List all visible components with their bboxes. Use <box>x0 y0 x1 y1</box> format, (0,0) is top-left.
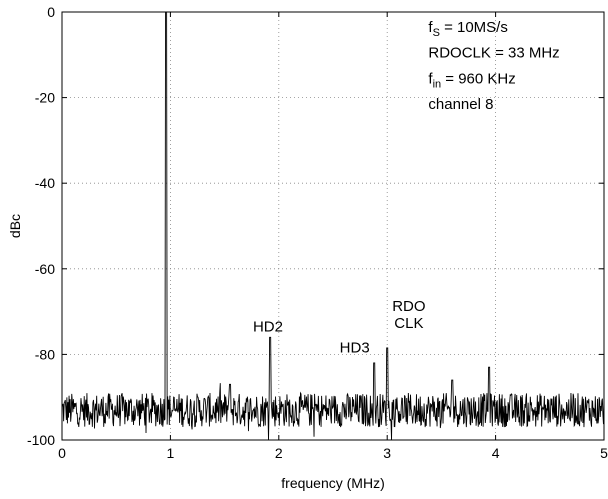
plot-frame <box>61 11 605 441</box>
legend-fin-main: f <box>428 70 433 87</box>
y-tick-label: 0 <box>47 4 55 20</box>
x-tick-label: 3 <box>383 445 391 461</box>
legend-fs-main: f <box>428 19 433 36</box>
legend-fs-rest: = 10MS/s <box>440 19 508 36</box>
legend-fs: fS = 10MS/s <box>428 19 507 39</box>
y-tick-label: -60 <box>35 261 55 277</box>
annotation-rdo: RDO CLK <box>392 298 425 332</box>
y-tick-label: -20 <box>35 90 55 106</box>
x-tick-label: 2 <box>275 445 283 461</box>
y-tick-label: -100 <box>27 432 55 448</box>
x-axis-label: frequency (MHz) <box>281 475 384 491</box>
legend-fin-rest: = 960 KHz <box>441 70 516 87</box>
y-tick-label: -40 <box>35 175 55 191</box>
x-tick-label: 1 <box>167 445 175 461</box>
x-tick-label: 4 <box>492 445 500 461</box>
y-axis-label: dBc <box>7 214 23 238</box>
annotation-rdo-line: RDO <box>392 298 425 315</box>
axis-ticks: 0 1 2 3 4 5 0 -20 -40 -60 -80 -100 <box>27 4 608 461</box>
spectrum-trace <box>61 11 605 441</box>
spur-annotations: HD2 HD3 RDO CLK <box>253 298 426 357</box>
annotation-hd2: HD2 <box>253 318 283 335</box>
grid-lines <box>62 12 604 440</box>
annotation-hd3: HD3 <box>340 340 370 357</box>
legend-clk: RDOCLK = 33 MHz <box>428 45 559 62</box>
x-tick-label: 0 <box>58 445 66 461</box>
legend-box: fS = 10MS/s RDOCLK = 33 MHz fin = 960 KH… <box>428 19 559 113</box>
annotation-rdo-line: CLK <box>394 315 423 332</box>
legend-fs-sub: S <box>433 27 440 39</box>
y-tick-label: -80 <box>35 346 55 362</box>
x-tick-label: 5 <box>600 445 608 461</box>
legend-fin: fin = 960 KHz <box>428 70 515 90</box>
legend-channel: channel 8 <box>428 96 493 113</box>
legend-fin-sub: in <box>433 78 442 90</box>
